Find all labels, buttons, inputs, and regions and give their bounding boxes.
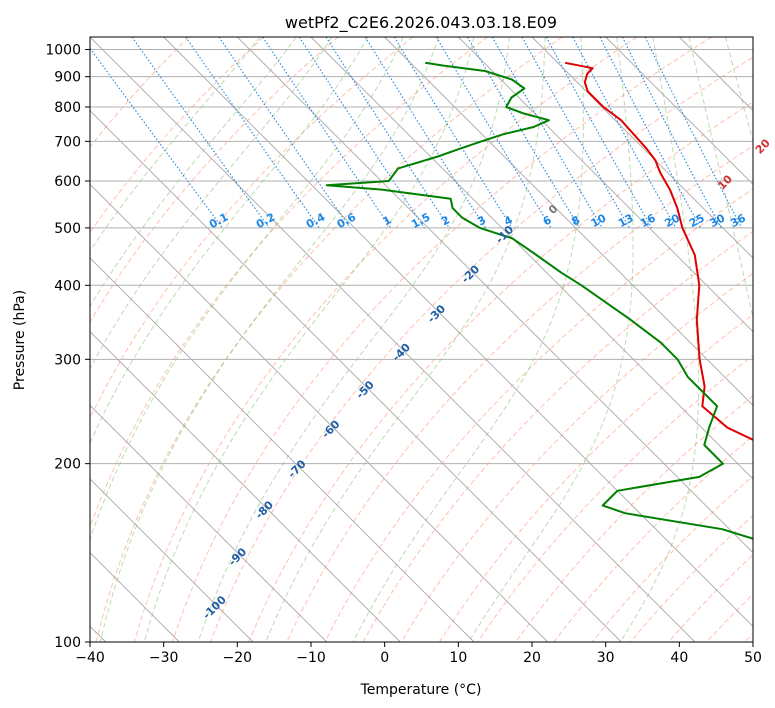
mixing-ratio-line [325,37,450,229]
x-tick-label: −10 [296,650,326,666]
isotherm-line [310,37,753,480]
dry-adiabat [90,37,488,529]
moist-adiabat [352,37,584,642]
dry-adiabat [95,37,563,642]
dry-adiabat [400,272,753,642]
dry-adiabat [438,313,753,642]
y-tick-label: 200 [54,457,81,473]
mixing-ratio-label: 16 [638,211,658,230]
chart-title: wetPf2_C2E6.2026.043.03.18.E09 [285,13,557,33]
dry-adiabat [90,37,339,323]
moist-adiabat [90,37,404,541]
temperature-profile-line [564,61,753,441]
y-tick-label: 600 [54,174,81,190]
mixing-ratio-label: 36 [728,211,748,230]
plot-frame [89,36,754,643]
y-tick-label: 100 [54,635,81,651]
mixing-ratio-line [393,37,513,229]
mixing-ratio-label: 25 [687,211,707,230]
mixing-ratio-line [599,37,701,229]
isotherm-line [605,37,753,185]
x-tick-label: 20 [523,650,541,666]
mixing-ratio-line [298,37,425,229]
mixing-ratio-line [90,47,223,229]
mixing-ratio-label: 20 [662,211,682,230]
moist-adiabat [90,37,297,308]
sounding-lines [325,61,753,540]
moist-adiabat [90,37,333,370]
y-tick-label: 900 [54,70,81,86]
y-axis-label: Pressure (hPa) [12,290,28,390]
isotherm-line [237,37,753,554]
mixing-ratio-line [218,37,351,229]
moist-adiabat [725,37,753,143]
y-tick-label: 1000 [45,43,81,59]
isotherm-line [90,257,475,642]
background-lines [90,37,753,642]
isotherm-line [531,37,753,259]
moist-adiabat [688,37,753,321]
mixing-ratio-line [644,37,743,229]
dry-adiabat [210,56,753,642]
x-tick-label: 40 [670,650,688,666]
x-tick-label: 50 [744,650,762,666]
mixing-ratio-line [364,37,486,229]
isotherm-line [90,37,696,642]
mixing-ratio-line [185,37,320,229]
mixing-ratio-line [262,37,392,229]
mixing-ratio-line [621,37,722,229]
y-axis: 100 200 300 400 500 600 700 800 900 1000 [45,43,90,651]
isotherm-line [90,404,327,642]
moist-adiabat [90,37,369,445]
x-tick-label: 10 [449,650,467,666]
mixing-ratio-line [521,37,630,229]
mixing-ratio-label: 13 [616,211,636,230]
y-tick-label: 800 [54,100,81,116]
dry-adiabat [515,395,753,642]
isotherm-line [90,183,548,642]
x-tick-label: 0 [380,650,389,666]
dry-adiabat [324,188,753,642]
dry-adiabat [90,37,264,234]
moist-adiabat [265,37,546,642]
moist-adiabat [90,37,261,253]
isotherm-line [90,331,401,642]
isotherm-line [163,37,753,627]
y-tick-label: 500 [54,221,81,237]
x-tick-label: −30 [149,650,179,666]
dry-adiabat [171,37,712,642]
mixing-ratio-line [545,37,653,229]
mixing-ratio-label: 30 [708,211,728,230]
dry-adiabat [133,37,638,642]
isotherm-line [384,37,753,406]
moist-adiabat [99,37,439,642]
x-tick-label: −40 [75,650,105,666]
isotherm-line [90,478,254,642]
x-axis-label: Temperature (°C) [360,682,482,698]
x-tick-label: −20 [223,650,253,666]
isotherm-line [458,37,753,333]
x-tick-label: 30 [597,650,615,666]
dewpoint-profile-line [325,61,753,540]
mixing-ratio-line [435,37,552,229]
mixing-ratio-label: 10 [589,211,609,230]
x-axis: −40 −30 −20 −10 0 10 20 30 40 50 [75,642,762,666]
plot-background [90,37,753,642]
moist-adiabat [143,37,475,642]
dry-adiabat [248,101,753,642]
moist-adiabat [468,37,634,642]
mixing-ratio-line [131,37,270,229]
moist-adiabat [619,37,700,642]
dry-adiabat [90,37,190,148]
y-tick-label: 300 [54,352,81,368]
moist-adiabat [197,37,510,642]
isotherm-line [90,110,622,642]
y-tick-label: 700 [54,134,81,150]
y-tick-label: 400 [54,278,81,294]
